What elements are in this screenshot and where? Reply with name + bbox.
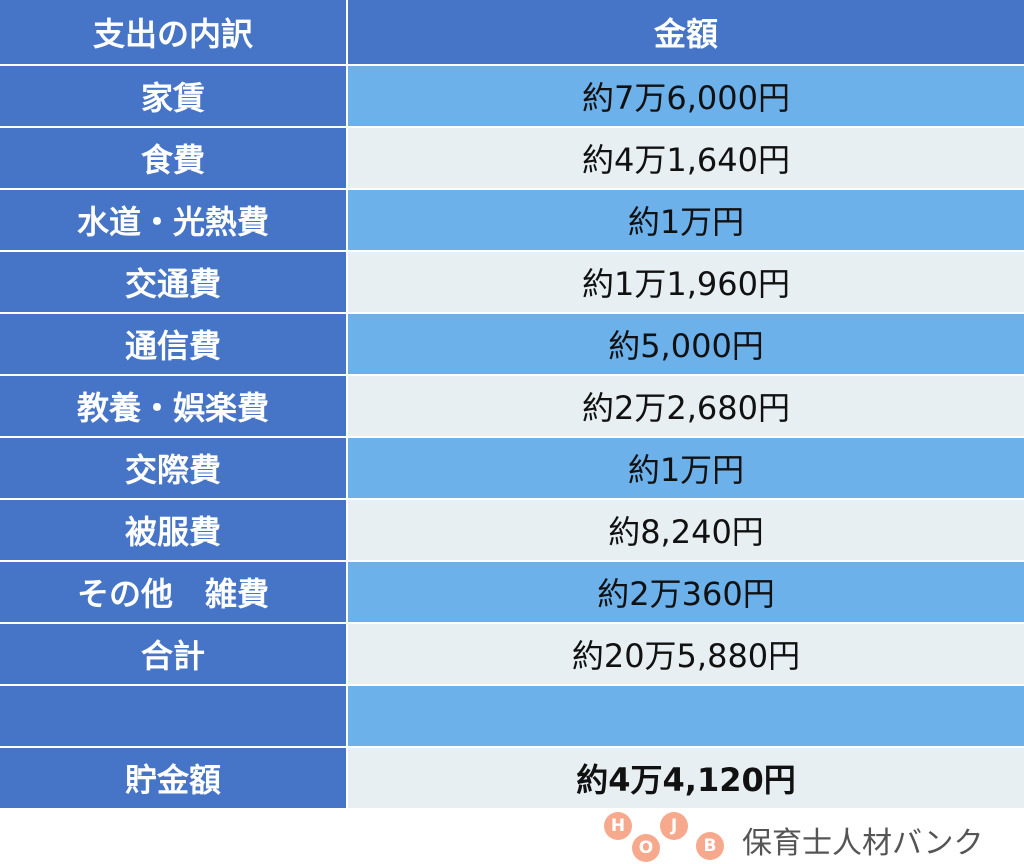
- row-amount: 約4万1,640円: [348, 128, 1024, 188]
- row-label: 食費: [0, 128, 346, 188]
- header-cell: 金額: [348, 0, 1024, 64]
- row-label: 被服費: [0, 500, 346, 560]
- row-amount: 約2万2,680円: [348, 376, 1024, 436]
- row-label: 合計: [0, 624, 346, 684]
- row-label: 家賃: [0, 66, 346, 126]
- row-amount: 約1万円: [348, 438, 1024, 498]
- logo-name: 保育士人材バンク: [742, 826, 984, 861]
- row-amount: 約20万5,880円: [348, 624, 1024, 684]
- row-amount: 約5,000円: [348, 314, 1024, 374]
- empty-cell: [0, 686, 346, 746]
- logo-letter: O: [632, 834, 660, 862]
- empty-cell: [348, 686, 1024, 746]
- row-amount: 約7万6,000円: [348, 66, 1024, 126]
- row-label: その他 雑費: [0, 562, 346, 622]
- savings-label: 貯金額: [0, 748, 346, 808]
- row-label: 通信費: [0, 314, 346, 374]
- row-label: 交際費: [0, 438, 346, 498]
- logo-letter: J: [660, 812, 688, 840]
- row-label: 交通費: [0, 252, 346, 312]
- header-cell: 支出の内訳: [0, 0, 346, 64]
- row-amount: 約1万1,960円: [348, 252, 1024, 312]
- row-amount: 約1万円: [348, 190, 1024, 250]
- row-label: 教養・娯楽費: [0, 376, 346, 436]
- logo-letter: B: [696, 832, 724, 860]
- logo-letter: H: [604, 812, 632, 840]
- row-amount: 約8,240円: [348, 500, 1024, 560]
- row-label: 水道・光熱費: [0, 190, 346, 250]
- row-amount: 約2万360円: [348, 562, 1024, 622]
- savings-amount: 約4万4,120円: [348, 748, 1024, 808]
